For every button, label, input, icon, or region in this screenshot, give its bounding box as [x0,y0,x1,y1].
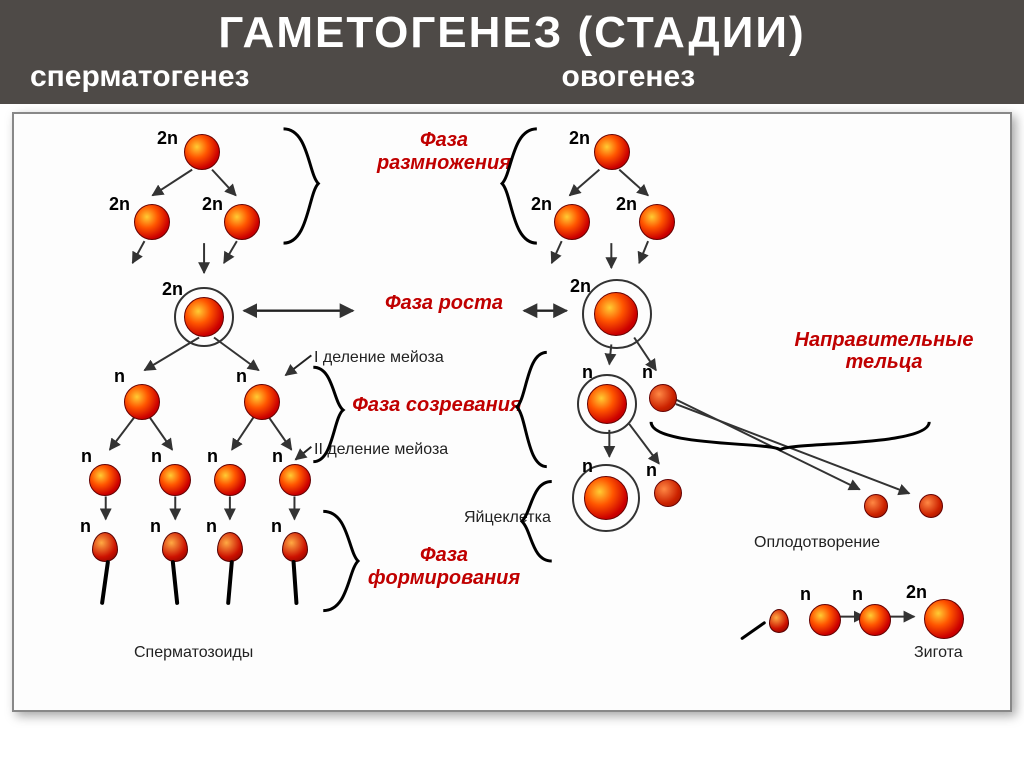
oo-m2-polarbody [654,479,682,507]
ploidy-oo-egg: n [582,456,593,477]
oo-m1-polarbody [649,384,677,412]
label-meiosis1: I деление мейоза [314,349,444,367]
sperm-4-tail [291,560,298,605]
phase-growth: Фаза роста [364,292,524,315]
sperm-m1b [244,384,280,420]
ploidy-sperm-m2-4: n [272,446,283,467]
subtitle-row: сперматогенез овогенез [0,58,1024,100]
oo-gen1a [554,204,590,240]
label-polar-bodies: Направительныетельца [784,329,984,373]
ploidy-sperm-gen0: 2n [157,128,178,149]
ploidy-sperm-m1a: n [114,366,125,387]
ploidy-oo-growth: 2n [570,276,591,297]
ploidy-sperm-m2-1: n [81,446,92,467]
sperm-4 [282,532,308,562]
sperm-m1a [124,384,160,420]
oo-far-pb2 [919,494,943,518]
oo-egg [584,476,628,520]
header-bar: ГАМЕТОГЕНЕЗ (СТАДИИ) сперматогенез овоге… [0,0,1024,104]
ploidy-sperm-4: n [271,516,282,537]
diagram-canvas: Фазаразмножения Фаза роста Фаза созреван… [12,112,1012,712]
ploidy-oo-gen0: 2n [569,128,590,149]
ploidy-sperm-2: n [150,516,161,537]
phase-formation: Фазаформирования [349,544,539,590]
subtitle-oogenesis: овогенез [492,60,1024,94]
sperm-m2-1 [89,464,121,496]
sperm-gen1b-cell [224,204,260,240]
oo-gen0 [594,134,630,170]
ploidy-sperm-1: n [80,516,91,537]
label-fertilization: Оплодотворение [754,534,880,552]
sperm-2-tail [171,560,180,605]
sperm-gen0-cell [184,134,220,170]
main-title: ГАМЕТОГЕНЕЗ (СТАДИИ) [0,8,1024,58]
fert-gamete2 [859,604,891,636]
ploidy-oo-gen1b: 2n [616,194,637,215]
sperm-1 [92,532,118,562]
sperm-3 [217,532,243,562]
ploidy-oo-pb2: n [646,460,657,481]
sperm-m2-3 [214,464,246,496]
ploidy-oo-pb1: n [642,362,653,383]
ploidy-fert-2: n [852,584,863,605]
ploidy-sperm-growth: 2n [162,279,183,300]
oo-growth [594,292,638,336]
ploidy-sperm-gen1a: 2n [109,194,130,215]
ploidy-sperm-gen1b: 2n [202,194,223,215]
ploidy-fert-1: n [800,584,811,605]
label-sperm-plural: Сперматозоиды [134,644,253,662]
sperm-gen1a-cell [134,204,170,240]
sperm-m2-2 [159,464,191,496]
ploidy-sperm-m1b: n [236,366,247,387]
sperm-2 [162,532,188,562]
subtitle-spermatogenesis: сперматогенез [0,60,492,94]
sperm-3-tail [226,560,234,605]
label-egg: Яйцеклетка [464,509,551,527]
oo-gen1b [639,204,675,240]
label-meiosis2: II деление мейоза [314,441,448,459]
ploidy-sperm-3: n [206,516,217,537]
zygote-cell [924,599,964,639]
label-zygote: Зигота [914,644,963,662]
sperm-1-tail [100,560,110,605]
ploidy-zygote: 2n [906,582,927,603]
ploidy-sperm-m2-2: n [151,446,162,467]
phase-maturation: Фаза созревания [342,394,532,417]
fert-sperm [769,609,789,633]
phase-reproduction: Фазаразмножения [364,129,524,175]
sperm-m2-4 [279,464,311,496]
ploidy-oo-gen1a: 2n [531,194,552,215]
oo-m1-oocyte [587,384,627,424]
fert-gamete1 [809,604,841,636]
ploidy-oo-m1: n [582,362,593,383]
ploidy-sperm-m2-3: n [207,446,218,467]
sperm-growth-cell [184,297,224,337]
oo-far-pb1 [864,494,888,518]
fert-sperm-tail [740,621,766,641]
